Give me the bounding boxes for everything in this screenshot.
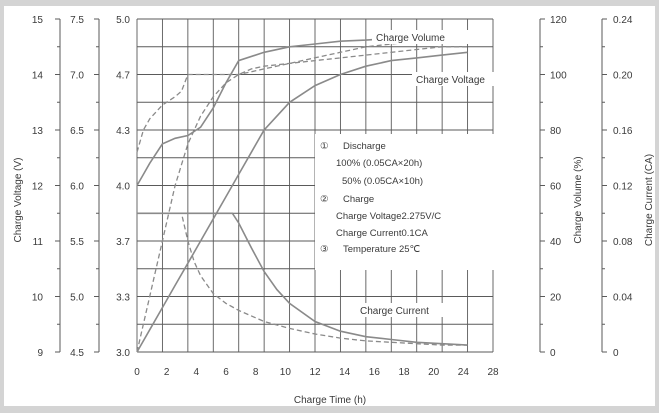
charge-voltage-label-group: Charge Voltage: [412, 72, 512, 86]
y-tick-label-charge_volume: 0: [550, 348, 556, 359]
x-tick-label: 2: [164, 367, 170, 378]
note-charge-voltage: Charge Voltage2.275V/C: [336, 211, 441, 222]
series-line-volume_100: [136, 51, 468, 353]
x-tick-label: 4: [194, 367, 200, 378]
y-tick-label-charge_volume: 100: [550, 71, 567, 82]
y-axis-title-current: Charge Current (CA): [644, 154, 655, 246]
y-tick-label-charge_current: 0.08: [613, 237, 633, 248]
y-tick-label-charge_volume: 60: [550, 182, 562, 193]
y-tick-label-charge_voltage_6v: 5.0: [70, 293, 84, 304]
x-tick-label: 24: [458, 367, 470, 378]
x-axis-title: Charge Time (h): [294, 395, 366, 406]
x-tick-label: 6: [223, 367, 229, 378]
y-tick-label-charge_voltage_12v: 15: [32, 15, 44, 26]
note-discharge-100: 100% (0.05CA×20h): [336, 158, 422, 169]
y-tick-label-charge_voltage_12v: 14: [32, 71, 44, 82]
curve-label-charge-voltage: Charge Voltage: [416, 75, 485, 86]
curves: [136, 34, 468, 353]
y-tick-label-charge_current: 0: [613, 348, 619, 359]
note-discharge-50: 50% (0.05CA×10h): [342, 176, 423, 187]
y-tick-label-charge_voltage_6v: 5.5: [70, 237, 84, 248]
charge-current-label-group: Charge Current: [356, 303, 454, 317]
y-tick-label-charge_voltage_6v: 7.5: [70, 15, 84, 26]
y-tick-label-charge_current: 0.12: [613, 182, 633, 193]
tick-labels: 0 2 4 6 8 10 12 14 16 18 20 24 2891011121314154.55.0…: [32, 15, 633, 378]
y-tick-label-charge_voltage_4v: 4.0: [116, 182, 130, 193]
y-tick-label-charge_volume: 20: [550, 293, 562, 304]
series-line-current_50: [137, 212, 468, 346]
y-tick-label-charge_voltage_12v: 11: [33, 237, 44, 248]
note-1-marker: ①: [320, 141, 329, 152]
y-tick-label-charge_voltage_6v: 6.5: [70, 126, 84, 137]
y-tick-label-charge_voltage_4v: 4.7: [116, 71, 130, 82]
y-tick-label-charge_voltage_6v: 7.0: [70, 71, 84, 82]
series-line-voltage_50: [136, 35, 468, 153]
x-tick-label: 20: [428, 367, 440, 378]
note-charge: Charge: [343, 194, 374, 205]
note-2-marker: ②: [320, 194, 329, 205]
y-tick-label-charge_voltage_4v: 3.0: [116, 348, 130, 359]
note-charge-current: Charge Current0.1CA: [336, 228, 429, 239]
y-tick-label-charge_voltage_4v: 4.3: [116, 126, 130, 137]
label-bg-current: [356, 303, 454, 317]
label-bg-volume: [372, 30, 470, 44]
y-tick-label-charge_current: 0.24: [613, 15, 633, 26]
y-tick-label-charge_voltage_4v: 3.7: [116, 237, 130, 248]
curve-label-charge-current: Charge Current: [360, 306, 429, 317]
x-tick-label: 12: [309, 367, 321, 378]
y-axis-title-voltage: Charge Voltage (V): [13, 157, 24, 242]
x-tick-label: 8: [253, 367, 259, 378]
y-tick-label-charge_voltage_12v: 9: [37, 348, 43, 359]
annotation-box: ① Discharge 100% (0.05CA×20h) 50% (0.05C…: [315, 134, 500, 270]
note-discharge: Discharge: [343, 141, 386, 152]
series-line-volume_50: [136, 46, 468, 353]
y-tick-label-charge_current: 0.16: [613, 126, 633, 137]
y-axis-title-volume: Charge Volume (%): [573, 156, 584, 243]
x-tick-label: 0: [134, 367, 140, 378]
label-bg-voltage: [412, 72, 512, 86]
axes: [55, 18, 607, 353]
note-3-marker: ③: [320, 244, 329, 255]
curve-label-charge-volume: Charge Volume: [376, 33, 445, 44]
y-tick-label-charge_voltage_12v: 12: [32, 182, 44, 193]
y-tick-label-charge_volume: 40: [550, 237, 562, 248]
y-tick-label-charge_current: 0.04: [613, 293, 633, 304]
y-tick-label-charge_current: 0.20: [613, 71, 633, 82]
x-tick-label: 18: [398, 367, 410, 378]
x-tick-label: 10: [280, 367, 292, 378]
y-tick-label-charge_voltage_12v: 13: [32, 126, 44, 137]
y-tick-label-charge_volume: 80: [550, 126, 562, 137]
y-tick-label-charge_voltage_12v: 10: [32, 293, 44, 304]
y-tick-label-charge_voltage_6v: 4.5: [70, 348, 84, 359]
note-temperature: Temperature 25℃: [343, 244, 421, 255]
x-tick-label: 14: [339, 367, 351, 378]
x-tick-label: 16: [369, 367, 381, 378]
x-tick-label: 28: [487, 367, 499, 378]
annotation-background: [315, 134, 500, 270]
y-tick-label-charge_voltage_4v: 3.3: [116, 293, 130, 304]
y-tick-label-charge_volume: 120: [550, 15, 567, 26]
y-tick-label-charge_voltage_4v: 5.0: [116, 15, 130, 26]
y-tick-label-charge_voltage_6v: 6.0: [70, 182, 84, 193]
charge-volume-label-group: Charge Volume: [372, 30, 470, 44]
